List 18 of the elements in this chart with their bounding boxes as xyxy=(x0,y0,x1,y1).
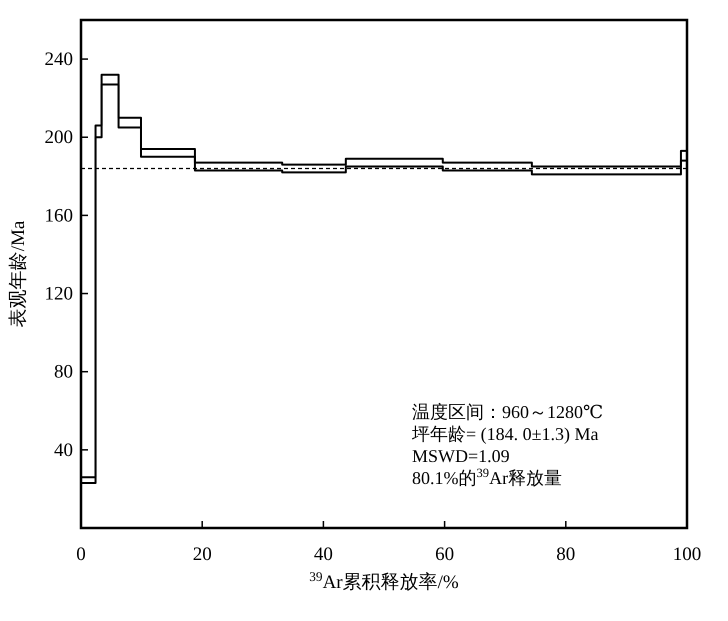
x-tick-label: 0 xyxy=(76,544,86,565)
x-tick-label: 100 xyxy=(672,544,702,565)
y-tick-label: 40 xyxy=(54,440,73,461)
annotation: 80.1%的$^{39}$Ar释放量 xyxy=(412,466,562,488)
y-tick-label: 80 xyxy=(54,362,73,383)
x-tick-label: 80 xyxy=(556,544,576,565)
y-tick-label: 120 xyxy=(44,284,73,305)
annotation: MSWD=1.09 xyxy=(412,446,510,466)
annotation: 坪年龄= (184. 0±1.3) Ma xyxy=(411,424,599,444)
y-tick-label: 240 xyxy=(44,49,73,70)
x-tick-label: 40 xyxy=(314,544,333,565)
x-axis-title: $^{39}$Ar累积释放率/% xyxy=(309,568,459,593)
x-tick-label: 60 xyxy=(435,544,454,565)
y-tick-label: 200 xyxy=(44,127,73,148)
y-axis-title: 表观年龄/Ma xyxy=(8,220,29,328)
annotation: 温度区间：960～1280℃ xyxy=(412,402,604,422)
y-tick-label: 160 xyxy=(44,205,73,226)
x-tick-label: 20 xyxy=(192,544,212,565)
